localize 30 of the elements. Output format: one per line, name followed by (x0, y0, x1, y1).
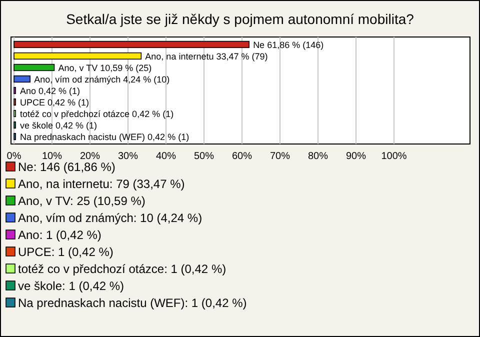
legend-label: Na prednaskach nacistu (WEF): 1 (0,42 %) (18, 296, 247, 310)
data-label: totéž co v předchozí otázce 0,42 % (1) (20, 109, 174, 120)
x-tick-label: 30% (118, 151, 138, 162)
data-label: Ano, na internetu 33,47 % (79) (145, 51, 268, 62)
legend-label: ve škole: 1 (0,42 %) (18, 279, 124, 293)
data-label: Ano, vím od známých 4,24 % (10) (34, 74, 170, 84)
x-tick-label: 0% (6, 151, 22, 162)
data-label: Ano 0,42 % (1) (20, 86, 80, 96)
data-label: UPCE 0,42 % (1) (20, 98, 90, 108)
legend-label: Ano, na internetu: 79 (33,47 %) (18, 177, 185, 191)
chart-title: Setkal/a jste se již někdy s pojmem autonomní mobilita? (66, 11, 414, 27)
x-tick-label: 40% (156, 151, 176, 162)
x-tick-label: 70% (270, 151, 290, 162)
legend-label: Ano: 1 (0,42 %) (18, 228, 102, 242)
legend-label: Ne: 146 (61,86 %) (18, 160, 116, 174)
x-tick-label: 20% (80, 151, 100, 162)
data-label: ve škole 0,42 % (1) (20, 120, 98, 131)
x-tick-label: 10% (42, 151, 62, 162)
x-tick-label: 80% (308, 151, 328, 162)
x-tick-label: 50% (194, 151, 214, 162)
legend-label: UPCE: 1 (0,42 %) (18, 245, 114, 259)
legend-label: Ano, vím od známých: 10 (4,24 %) (18, 211, 202, 225)
x-tick-label: 100% (381, 151, 407, 162)
legend-label: Ano, v TV: 25 (10,59 %) (18, 194, 146, 208)
data-label: Na prednaskach nacistu (WEF) 0,42 % (1) (20, 132, 190, 142)
legend-label: totéž co v předchozí otázce: 1 (0,42 %) (18, 262, 226, 276)
x-tick-label: 60% (232, 151, 252, 162)
data-label: Ne 61,86 % (146) (253, 40, 324, 50)
x-tick-label: 90% (346, 151, 366, 162)
data-label: Ano, v TV 10,59 % (25) (58, 62, 152, 73)
